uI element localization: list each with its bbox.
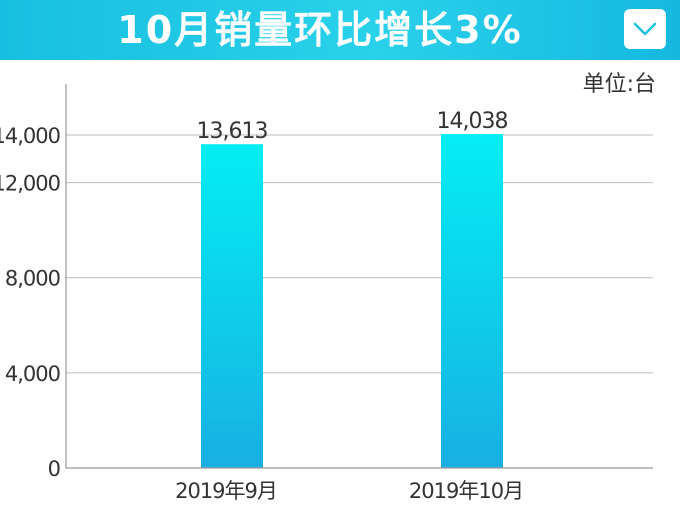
x-tick-label: 2019年9月 bbox=[175, 479, 277, 503]
y-tick-label: 12,000 bbox=[0, 172, 60, 196]
labels: 0 4,000 8,000 12,000 14,000 13,613 2019年9月 14,0… bbox=[0, 109, 524, 503]
y-tick-label: 14,000 bbox=[0, 124, 60, 148]
bar bbox=[441, 134, 503, 469]
bar bbox=[201, 144, 263, 468]
grid-lines bbox=[66, 134, 653, 374]
axes bbox=[65, 84, 653, 469]
y-tick-label: 0 bbox=[48, 457, 60, 481]
unit-label: 单位:台 bbox=[582, 72, 656, 97]
data-label: 13,613 bbox=[197, 119, 268, 144]
page-title: 10月销量环比增长3% bbox=[117, 8, 523, 52]
data-label: 14,038 bbox=[437, 109, 508, 134]
dropdown-button[interactable] bbox=[624, 9, 666, 49]
title-banner: 10月销量环比增长3% bbox=[0, 0, 680, 60]
y-tick-label: 8,000 bbox=[5, 267, 60, 291]
x-tick-label: 2019年10月 bbox=[409, 479, 523, 503]
chevron-down-icon bbox=[633, 22, 657, 36]
y-tick-label: 4,000 bbox=[5, 362, 60, 386]
bars bbox=[201, 134, 503, 469]
